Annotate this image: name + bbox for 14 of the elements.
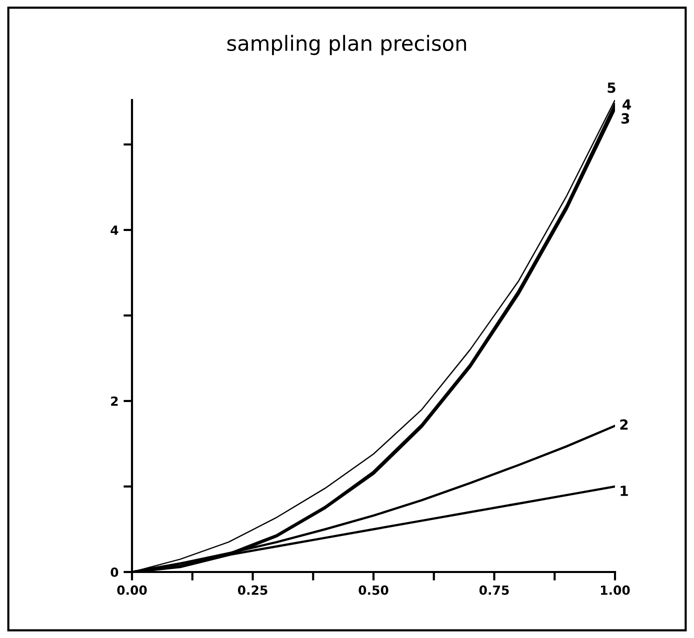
- x-tick-label: 0.00: [117, 585, 147, 595]
- y-tick-label: 0: [110, 567, 118, 577]
- y-tick-label: 2: [111, 396, 118, 406]
- series-label: 4: [622, 99, 631, 110]
- x-tick-label: 1.00: [600, 585, 630, 595]
- x-tick-label: 0.75: [479, 585, 509, 595]
- series-label: 3: [621, 113, 630, 124]
- series-label: 2: [620, 419, 628, 430]
- series-label: 1: [620, 486, 628, 496]
- x-tick-label: 0.50: [358, 585, 388, 595]
- x-tick-label: 0.25: [238, 585, 268, 595]
- series-label: 5: [608, 82, 616, 93]
- chart-title: sampling plan precison: [227, 34, 466, 56]
- y-tick-label: 4: [110, 226, 118, 235]
